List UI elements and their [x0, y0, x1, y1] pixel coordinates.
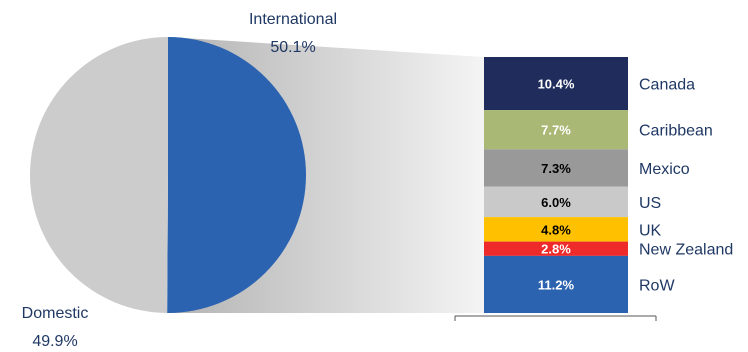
bar-category-mexico: Mexico — [639, 161, 690, 178]
bar-value-us: 6.0% — [541, 195, 571, 210]
bar-value-caribbean: 7.7% — [541, 123, 571, 138]
bar-value-new-zealand: 2.8% — [541, 242, 571, 257]
bar-segment-new-zealand — [484, 241, 628, 256]
bar-value-uk: 4.8% — [541, 222, 571, 237]
bar-category-caribbean: Caribbean — [639, 123, 713, 140]
bar-category-uk: UK — [639, 222, 662, 239]
bar-segment-mexico — [484, 149, 628, 187]
bar-value-mexico: 7.3% — [541, 161, 571, 176]
bar-segment-row — [484, 255, 628, 313]
bar-segment-uk — [484, 217, 628, 242]
bar-category-new-zealand: New Zealand — [639, 242, 733, 259]
bar-category-row: RoW — [639, 277, 675, 294]
bar-axis-line — [454, 315, 657, 321]
bar-value-row: 11.2% — [538, 277, 575, 292]
bar-category-canada: Canada — [639, 77, 695, 94]
bar-segment-canada — [484, 57, 628, 111]
pie-value-domestic: 49.9% — [32, 333, 77, 350]
pie-slice-domestic — [30, 37, 168, 313]
pie-slice-international — [167, 36, 307, 313]
bar-value-canada: 10.4% — [538, 77, 575, 92]
bar-category-us: US — [639, 195, 661, 212]
pie-label-international: International — [249, 11, 337, 28]
pie-label-domestic: Domestic — [22, 305, 89, 322]
bar-segment-us — [484, 186, 628, 218]
pie-value-international: 50.1% — [270, 39, 315, 56]
bar-segment-caribbean — [484, 110, 628, 150]
